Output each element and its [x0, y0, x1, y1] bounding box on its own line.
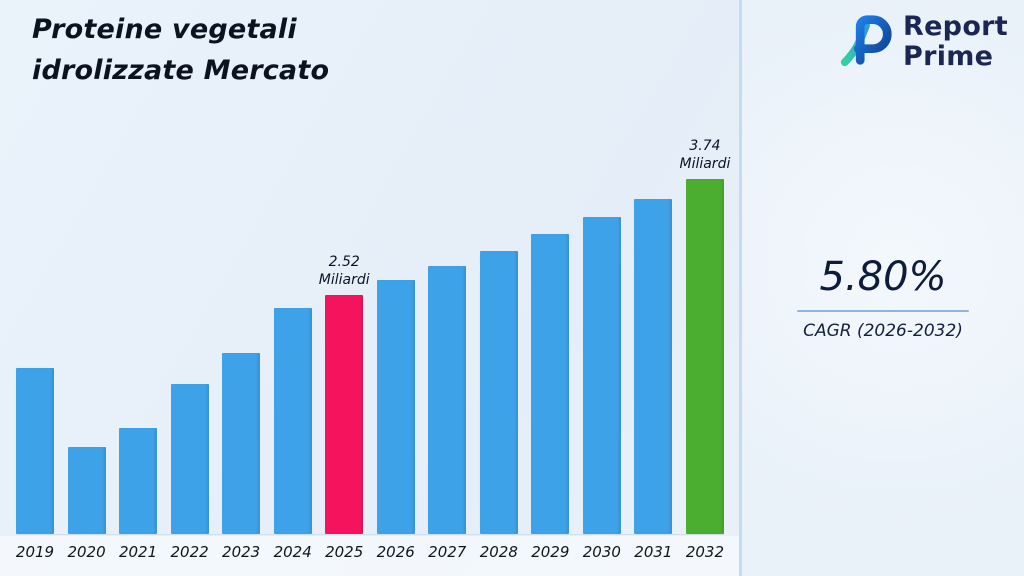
bar-column-2027: 2027 [428, 266, 467, 561]
cagr-stat: 5.80% CAGR (2026-2032) [778, 254, 988, 341]
cagr-label: CAGR (2026-2032) [803, 321, 963, 341]
page-title-line2: idrolizzate Mercato [32, 54, 330, 86]
x-tick-2023: 2023 [222, 543, 261, 561]
x-tick-2030: 2030 [582, 543, 621, 561]
report-prime-logo-text: Report Prime [903, 12, 1008, 71]
bar-2031 [634, 199, 673, 534]
x-tick-2024: 2024 [273, 543, 312, 561]
x-tick-2032: 2032 [685, 543, 724, 561]
bar-2026 [376, 280, 415, 534]
x-tick-2029: 2029 [531, 543, 570, 561]
bar-column-2025: 2.52 Miliardi 2025 [319, 253, 370, 561]
bar-column-2028: 2028 [479, 251, 518, 561]
bar-2019 [16, 368, 54, 534]
bar-2021 [119, 428, 158, 534]
report-prime-logo-icon [837, 13, 895, 71]
bar-2028 [479, 251, 518, 534]
bar-2032 [685, 179, 724, 534]
bar-2029 [531, 234, 570, 534]
bar-2022 [170, 384, 209, 534]
bar-column-2024: 2024 [273, 308, 312, 561]
x-tick-2026: 2026 [376, 543, 415, 561]
bar-column-2029: 2029 [531, 234, 570, 561]
x-tick-2031: 2031 [634, 543, 673, 561]
logo-text-line2: Prime [902, 40, 994, 72]
logo-text-line1: Report [902, 11, 1008, 42]
bar-2025 [325, 295, 364, 534]
bar-column-2030: 2030 [582, 217, 621, 561]
page-title: Proteine vegetali idrolizzate Mercato [32, 10, 329, 91]
cagr-underline [797, 310, 969, 312]
bar-column-2031: 2031 [634, 199, 673, 561]
bar-column-2022: 2022 [170, 384, 209, 561]
x-tick-2025: 2025 [325, 543, 364, 561]
bar-column-2032: 3.74 Miliardi 2032 [679, 137, 730, 561]
bar-column-2019: 2019 [16, 368, 54, 561]
report-prime-logo: Report Prime [837, 12, 1008, 71]
bar-column-2020: 2020 [67, 447, 106, 561]
x-tick-2028: 2028 [479, 543, 518, 561]
bar-2027 [428, 266, 467, 534]
cagr-value: 5.80% [819, 254, 947, 300]
x-tick-2022: 2022 [170, 543, 209, 561]
stats-panel: Report Prime 5.80% CAGR (2026-2032) [742, 0, 1024, 576]
bar-2020 [67, 447, 106, 534]
x-tick-2019: 2019 [15, 543, 55, 561]
x-tick-2027: 2027 [428, 543, 467, 561]
bar-column-2021: 2021 [119, 428, 158, 561]
bar-2024 [273, 308, 312, 534]
chart-plot: 2019 2020 2021 2022 2023 2024 2.52 Miliardi 2025… [16, 124, 730, 561]
bar-column-2026: 2026 [376, 280, 415, 561]
bar-2030 [582, 217, 621, 534]
page-title-line1: Proteine vegetali [32, 14, 297, 45]
bar-annotation-2032: 3.74 Miliardi [679, 137, 731, 172]
x-tick-2021: 2021 [118, 543, 158, 561]
bar-2023 [222, 353, 261, 534]
chart-panel: Proteine vegetali idrolizzate Mercato 20… [0, 10, 739, 576]
bar-annotation-2025: 2.52 Miliardi [318, 253, 370, 288]
bar-column-2023: 2023 [222, 353, 261, 561]
x-tick-2020: 2020 [67, 543, 106, 561]
vertical-divider [739, 0, 742, 576]
x-axis-strip [0, 536, 739, 576]
